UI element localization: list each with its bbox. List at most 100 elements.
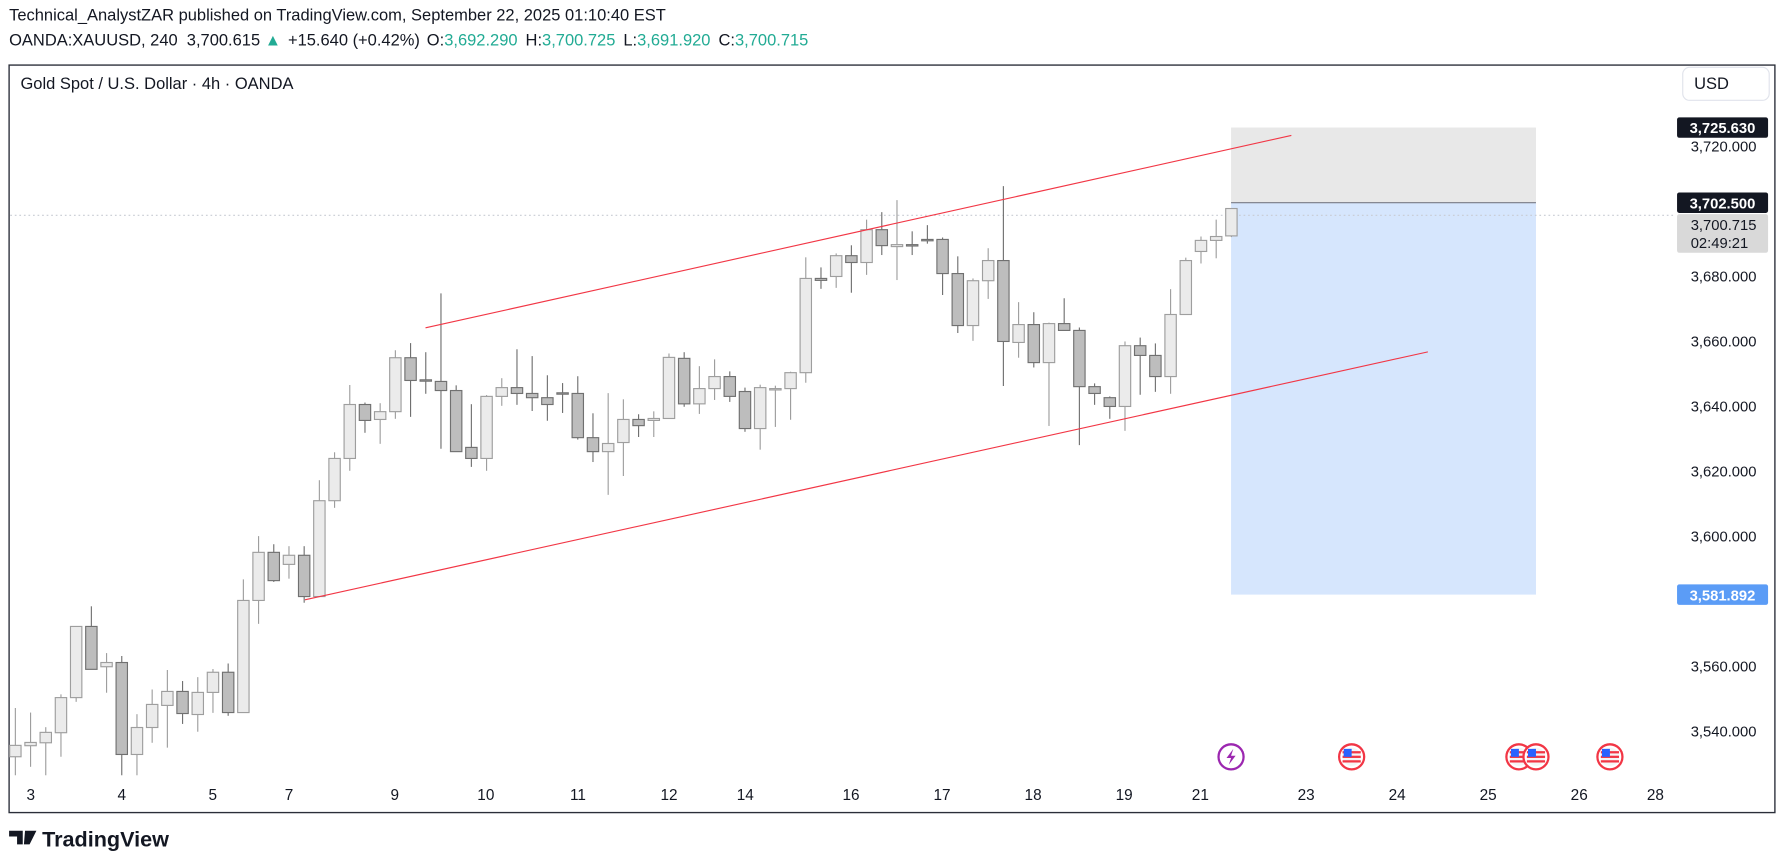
- lightning-icon[interactable]: [1217, 743, 1245, 771]
- time-tick-label: 11: [570, 787, 586, 804]
- candle-body: [617, 418, 630, 444]
- candle-body: [951, 272, 965, 327]
- candle-body: [997, 259, 1010, 343]
- candle: [434, 293, 448, 449]
- candle: [1133, 337, 1147, 395]
- stop-zone[interactable]: [1231, 202, 1536, 595]
- candle-body: [677, 357, 691, 405]
- candle-body: [1057, 323, 1071, 331]
- candle: [328, 452, 341, 508]
- candle: [647, 411, 661, 438]
- candle-body: [358, 403, 372, 422]
- event-markers[interactable]: [1217, 743, 1624, 771]
- channel-lower-line[interactable]: [304, 351, 1429, 601]
- us-flag-icon[interactable]: [1596, 743, 1624, 771]
- candle: [1042, 322, 1056, 426]
- candle-body: [708, 375, 721, 390]
- candle: [875, 212, 889, 256]
- candle-body: [1027, 324, 1041, 364]
- candle-body: [161, 690, 174, 706]
- candle-body: [1164, 313, 1177, 378]
- close-value: 3,700.715: [735, 32, 808, 50]
- candle-body: [145, 703, 159, 729]
- price-labels: 3,725.630 3,702.500 3,700.715 02:49:21 3…: [1677, 117, 1769, 605]
- low-value: 3,691.920: [637, 32, 710, 50]
- candle: [936, 237, 949, 296]
- candle: [1209, 219, 1223, 259]
- open-value: 3,692.290: [444, 32, 517, 50]
- candle-body: [54, 697, 68, 734]
- time-tick-label: 14: [737, 787, 755, 804]
- candle-body: [434, 380, 448, 392]
- candle-body: [191, 691, 205, 716]
- candle: [480, 395, 493, 471]
- candle: [237, 579, 250, 714]
- time-tick-label: 5: [208, 787, 217, 804]
- candle: [267, 544, 281, 582]
- candle: [343, 385, 357, 471]
- candle-body: [328, 457, 341, 502]
- candle: [282, 546, 296, 579]
- candle: [951, 256, 965, 334]
- candle: [1027, 312, 1041, 368]
- candle-body: [1225, 207, 1238, 237]
- current-price-label: [1677, 214, 1769, 253]
- candle: [191, 677, 205, 732]
- candle-body: [176, 690, 189, 715]
- candle: [769, 385, 782, 427]
- candle-body: [693, 388, 706, 405]
- triangle-up-icon: ▲: [265, 32, 281, 50]
- price-axis[interactable]: 3,720.000 3,680.000 3,660.000 3,640.000 3,62…: [1691, 140, 1757, 741]
- price-change: +15.640 (+0.42%): [288, 32, 420, 50]
- candle: [845, 245, 858, 293]
- candle-body: [769, 388, 782, 391]
- candle-body: [647, 417, 661, 422]
- candle: [297, 546, 311, 603]
- time-tick-label: 17: [934, 787, 951, 804]
- candle-body: [586, 437, 600, 453]
- candle-body: [936, 238, 949, 275]
- candle-body: [1194, 239, 1208, 253]
- target-zone[interactable]: [1231, 127, 1536, 203]
- candle-body: [343, 403, 357, 460]
- candle-body: [829, 255, 843, 278]
- candle-body: [525, 392, 539, 399]
- time-tick-label: 24: [1389, 787, 1407, 804]
- candle-body: [753, 387, 767, 430]
- symbol-info-line: OANDA:XAUUSD, 240 3,700.615 ▲ +15.640 (+…: [9, 32, 808, 50]
- candle-body: [571, 392, 585, 439]
- candle: [145, 689, 159, 743]
- candle: [1073, 327, 1086, 446]
- candle-body: [814, 277, 828, 281]
- candle: [784, 371, 797, 420]
- tv-logo-icon: [9, 830, 37, 845]
- candle: [966, 278, 980, 341]
- svg-text:3,581.892: 3,581.892: [1690, 588, 1756, 604]
- candle: [890, 200, 904, 281]
- candle: [54, 694, 68, 757]
- time-tick-label: 7: [285, 787, 294, 804]
- us-flag-icon[interactable]: [1522, 743, 1550, 771]
- time-axis[interactable]: 3 4 5 7 9 10 11 12 14 16 17 18 19 21 23 24 25 26 28: [26, 787, 1664, 804]
- channel-upper-line[interactable]: [425, 134, 1292, 329]
- candle-body: [1209, 235, 1223, 241]
- tradingview-logo[interactable]: TradingView: [9, 827, 169, 852]
- us-flag-icon[interactable]: [1338, 743, 1366, 771]
- candle-body: [85, 625, 98, 670]
- candle-body: [495, 387, 509, 397]
- candle: [571, 376, 585, 440]
- candle-body: [601, 442, 615, 453]
- candle-body: [252, 551, 265, 602]
- candle-body: [1042, 323, 1056, 364]
- candle: [632, 414, 645, 438]
- last-price: 3,700.615: [187, 32, 260, 50]
- time-tick-label: 9: [391, 787, 400, 804]
- currency-button[interactable]: [1682, 66, 1770, 101]
- candle: [1103, 396, 1117, 419]
- candle: [556, 383, 569, 413]
- candle: [495, 378, 509, 406]
- candle-body: [419, 379, 433, 382]
- candle-body: [115, 661, 129, 756]
- candle-body: [1179, 259, 1193, 316]
